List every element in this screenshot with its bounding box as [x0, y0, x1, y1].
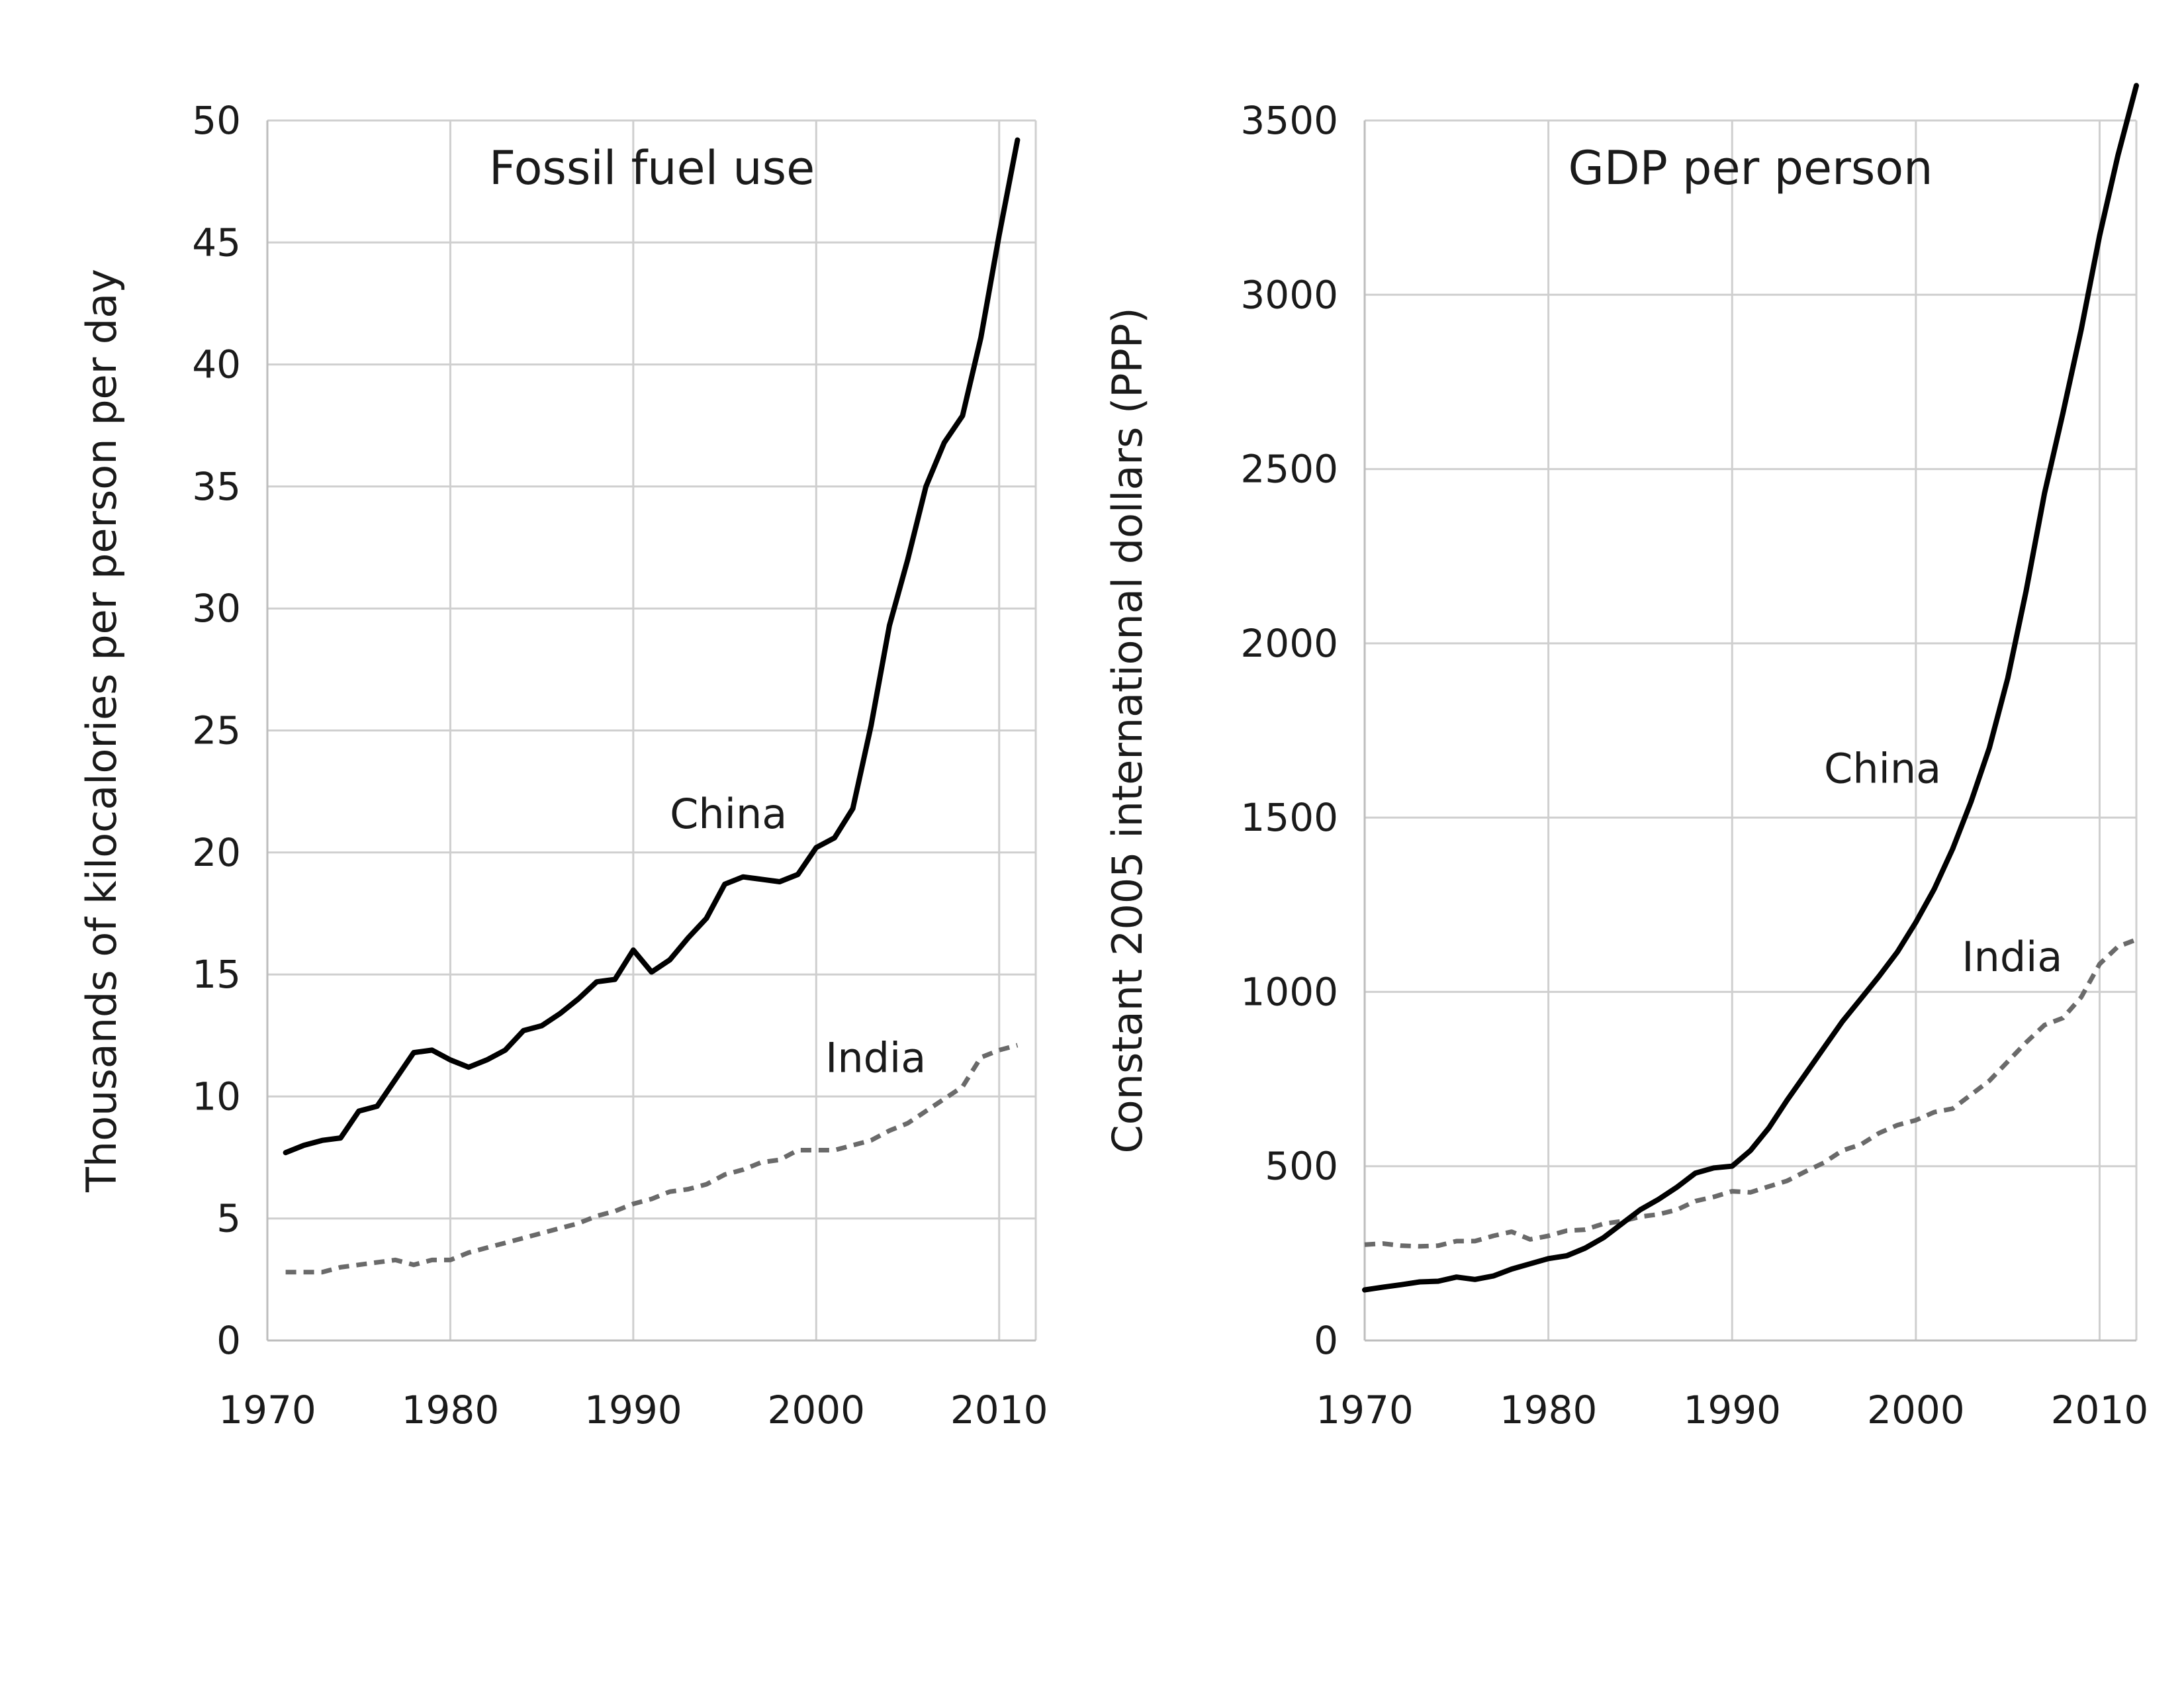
fossil-fuel-y-tick-label: 50 [192, 98, 241, 143]
gdp-x-tick-label: 1980 [1500, 1387, 1598, 1432]
fossil-fuel-title: Fossil fuel use [489, 141, 815, 195]
fossil-fuel-y-tick-label: 5 [216, 1196, 241, 1241]
gdp-x-tick-label: 1990 [1683, 1387, 1781, 1432]
fossil-fuel-y-tick-label: 0 [216, 1318, 241, 1363]
gdp-y-tick-labels: 0 500 1000 1500 2000 2500 3000 3500 [1240, 98, 1338, 1363]
gdp-y-tick-label: 500 [1265, 1144, 1338, 1189]
gdp-y-tick-label: 1000 [1240, 969, 1338, 1014]
fossil-fuel-y-tick-label: 15 [192, 952, 241, 997]
fossil-fuel-panel: 1970 1980 1990 2000 2010 0 5 10 15 20 25 30 35 40 45 5… [77, 98, 1048, 1432]
fossil-fuel-y-tick-label: 45 [192, 220, 241, 265]
gdp-y-tick-label: 3000 [1240, 272, 1338, 317]
fossil-fuel-series [283, 137, 1021, 1275]
gdp-china-line [1362, 83, 2139, 1293]
gdp-y-tick-label: 3500 [1240, 98, 1338, 143]
gdp-title: GDP per person [1568, 141, 1933, 195]
gdp-series [1362, 83, 2139, 1293]
fossil-fuel-y-tick-label: 40 [192, 342, 241, 387]
fossil-fuel-china-line [283, 137, 1021, 1156]
gdp-x-tick-label: 2010 [2051, 1387, 2149, 1432]
fossil-fuel-china-label: China [670, 790, 787, 838]
fossil-fuel-x-tick-label: 1980 [402, 1387, 500, 1432]
gdp-india-line [1364, 937, 2138, 1249]
gdp-china-label: China [1824, 744, 1941, 792]
fossil-fuel-india-line [285, 1043, 1019, 1275]
fossil-fuel-y-tick-label: 35 [192, 464, 241, 509]
gdp-y-tick-label: 1500 [1240, 795, 1338, 840]
fossil-fuel-y-tick-labels: 0 5 10 15 20 25 30 35 40 45 50 [192, 98, 241, 1363]
fossil-fuel-x-tick-label: 1990 [584, 1387, 682, 1432]
gdp-y-tick-label: 2000 [1240, 621, 1338, 666]
gdp-axes [1363, 120, 2136, 1342]
gdp-y-tick-label: 0 [1314, 1318, 1338, 1363]
gdp-india-label: India [1962, 933, 2062, 981]
fossil-fuel-x-tick-label: 2010 [950, 1387, 1048, 1432]
fossil-fuel-x-tick-labels: 1970 1980 1990 2000 2010 [218, 1387, 1048, 1432]
fossil-fuel-x-tick-label: 2000 [767, 1387, 865, 1432]
fossil-fuel-y-tick-label: 25 [192, 708, 241, 753]
gdp-y-tick-label: 2500 [1240, 447, 1338, 492]
fossil-fuel-y-axis-label: Thousands of kilocalories per person per… [77, 269, 126, 1193]
gdp-x-tick-label: 2000 [1867, 1387, 1965, 1432]
fossil-fuel-y-tick-label: 30 [192, 586, 241, 631]
gdp-y-axis-label: Constant 2005 international dollars (PPP… [1103, 307, 1152, 1153]
gdp-panel: 1970 1980 1990 2000 2010 0 500 1000 1500 2000 250… [1103, 83, 2148, 1432]
fossil-fuel-y-tick-label: 20 [192, 830, 241, 875]
fossil-fuel-india-label: India [825, 1034, 926, 1082]
fossil-fuel-x-tick-label: 1970 [218, 1387, 316, 1432]
gdp-x-tick-label: 1970 [1316, 1387, 1414, 1432]
fossil-fuel-y-tick-label: 10 [192, 1074, 241, 1119]
fossil-fuel-axes [266, 120, 1036, 1342]
gdp-x-tick-labels: 1970 1980 1990 2000 2010 [1316, 1387, 2148, 1432]
